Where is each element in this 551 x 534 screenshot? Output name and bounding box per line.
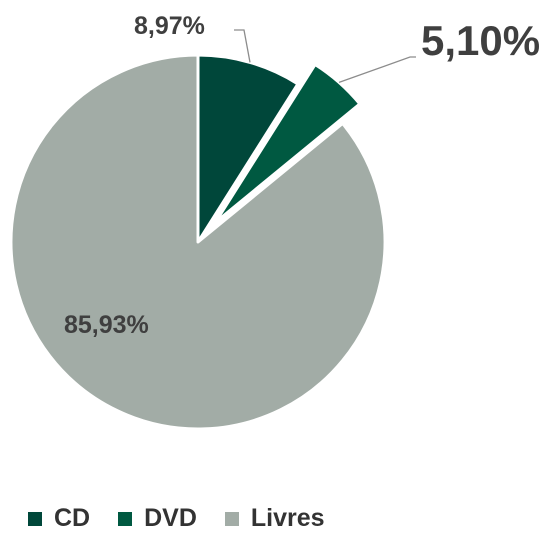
legend-swatch-cd xyxy=(28,511,42,526)
pie-slice-dvd xyxy=(213,62,362,225)
leader-line-dvd xyxy=(338,56,416,84)
legend-label-livres: Livres xyxy=(250,504,325,532)
legend-swatch-livres xyxy=(224,511,239,526)
pie-slices xyxy=(9,53,387,431)
data-label-livres: 85,93% xyxy=(64,311,149,339)
pie-slice-livres xyxy=(9,53,387,431)
legend-label-cd: CD xyxy=(54,504,91,532)
legend-swatch-dvd xyxy=(118,511,133,526)
legend-item-cd: CD xyxy=(28,504,90,533)
data-labels: 8,97% 5,10% 85,93% xyxy=(64,12,540,339)
legend-label-dvd: DVD xyxy=(144,504,197,532)
leader-lines xyxy=(234,29,416,84)
data-label-dvd: 5,10% xyxy=(421,17,540,64)
legend: CD DVD Livres xyxy=(28,504,353,533)
leader-line-cd xyxy=(234,29,251,63)
legend-item-livres: Livres xyxy=(224,504,325,533)
legend-item-dvd: DVD xyxy=(118,504,197,533)
data-label-cd: 8,97% xyxy=(134,12,205,40)
